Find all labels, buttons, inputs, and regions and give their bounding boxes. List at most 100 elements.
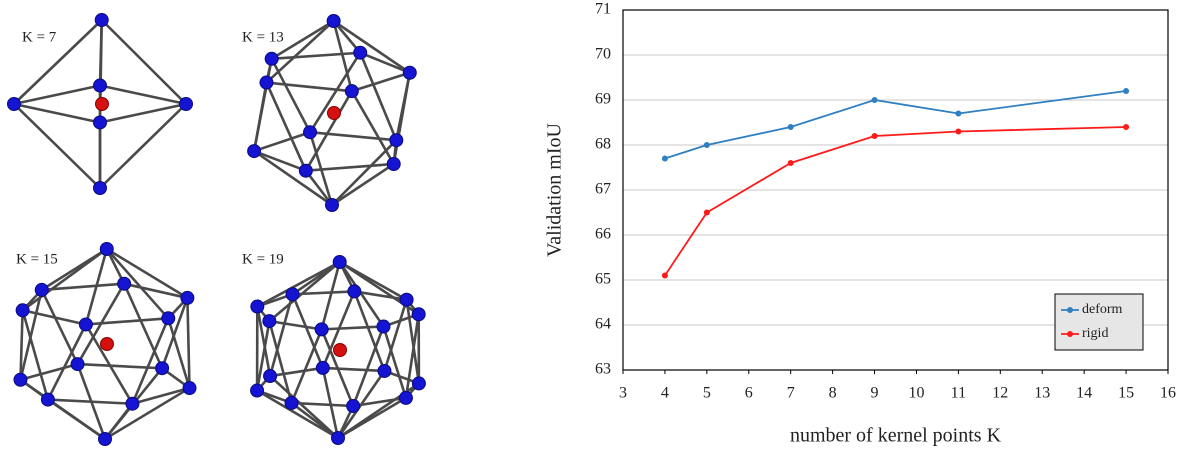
kernel-point — [347, 399, 360, 412]
data-point — [704, 210, 710, 216]
kernel-point — [412, 377, 425, 390]
diagram-label: K = 15 — [16, 251, 58, 267]
edge — [20, 364, 77, 380]
legend-label: deform — [1082, 302, 1123, 317]
kernel-point — [315, 323, 328, 336]
edge — [105, 388, 190, 439]
edge — [332, 164, 394, 205]
kernel-diagrams — [8, 14, 426, 446]
kernel-point — [94, 116, 107, 129]
data-point — [1123, 88, 1129, 94]
edge — [14, 86, 100, 104]
x-tick-label: 15 — [1118, 385, 1134, 402]
legend-marker — [1067, 331, 1073, 337]
kernel-point — [248, 145, 261, 158]
x-tick-label: 8 — [829, 385, 837, 402]
kernel-point — [326, 199, 339, 212]
kernel-point — [399, 391, 412, 404]
edge — [132, 318, 168, 403]
center-point — [101, 338, 114, 351]
y-tick-label: 64 — [595, 316, 611, 333]
kernel-point — [79, 318, 92, 331]
y-tick-label: 68 — [595, 136, 611, 153]
kernel-point — [412, 308, 425, 321]
x-tick-label: 10 — [908, 385, 924, 402]
data-point — [955, 111, 961, 117]
kernel-point — [16, 304, 29, 317]
x-tick-label: 14 — [1076, 385, 1092, 402]
kernel-point — [183, 382, 196, 395]
y-tick-label: 71 — [595, 1, 611, 18]
series-line — [665, 91, 1126, 159]
x-axis-title: number of kernel points K — [790, 425, 1002, 447]
edge — [86, 318, 168, 324]
kernel-point — [35, 283, 48, 296]
kernel-point — [99, 433, 112, 446]
data-point — [788, 160, 794, 166]
x-tick-label: 12 — [992, 385, 1008, 402]
kernel-point — [387, 157, 400, 170]
data-point — [662, 273, 668, 279]
kernel-point — [95, 14, 108, 27]
edge — [14, 104, 100, 188]
edge — [384, 300, 406, 371]
edge — [187, 298, 189, 388]
kernel-point — [118, 277, 131, 290]
y-tick-label: 63 — [595, 361, 611, 378]
kernel-point — [345, 85, 358, 98]
edge — [100, 104, 186, 188]
kernel-point — [14, 373, 27, 386]
figure: K = 7 K = 13 K = 15 K = 19 6364656667686… — [0, 0, 1194, 452]
y-tick-label: 65 — [595, 271, 611, 288]
kernel-point — [260, 76, 273, 89]
kernel-point — [251, 384, 264, 397]
x-tick-label: 3 — [619, 385, 627, 402]
data-point — [788, 124, 794, 130]
series-line — [665, 127, 1126, 276]
y-tick-label: 69 — [595, 91, 611, 108]
kernel-point — [263, 315, 276, 328]
edge — [272, 59, 310, 132]
kernel-point — [94, 182, 107, 195]
edge — [293, 291, 355, 294]
edge — [102, 20, 186, 104]
edge — [14, 104, 100, 122]
edge — [396, 73, 409, 140]
edge — [124, 284, 162, 369]
edge — [168, 318, 189, 388]
legend-marker — [1067, 307, 1073, 313]
data-point — [662, 156, 668, 162]
kernel-point — [156, 362, 169, 375]
x-tick-label: 13 — [1034, 385, 1050, 402]
y-axis-title: Validation mIoU — [544, 123, 566, 257]
kernel-point — [162, 312, 175, 325]
y-tick-label: 66 — [595, 226, 611, 243]
diagram-label: K = 19 — [242, 251, 284, 267]
diagram-label: K = 7 — [22, 29, 57, 45]
kernel-point — [41, 393, 54, 406]
kernel-point — [8, 98, 21, 111]
edge — [100, 104, 186, 122]
kernel-point — [377, 320, 390, 333]
edge — [269, 321, 321, 329]
kernel-point — [354, 46, 367, 59]
kernel-point — [180, 98, 193, 111]
edge — [352, 73, 410, 91]
kernel-point — [100, 243, 113, 256]
legend-label: rigid — [1082, 326, 1108, 341]
x-tick-label: 11 — [951, 385, 966, 402]
edge — [254, 59, 272, 151]
kernel-point — [403, 66, 416, 79]
x-tick-label: 9 — [871, 385, 879, 402]
kernel-point — [304, 126, 317, 139]
data-point — [872, 133, 878, 139]
data-point — [955, 129, 961, 135]
y-tick-label: 70 — [595, 46, 611, 63]
data-point — [704, 142, 710, 148]
kernel-point — [71, 358, 84, 371]
kernel-point — [400, 293, 413, 306]
data-point — [872, 97, 878, 103]
kernel-point — [378, 364, 391, 377]
edge — [100, 86, 186, 104]
